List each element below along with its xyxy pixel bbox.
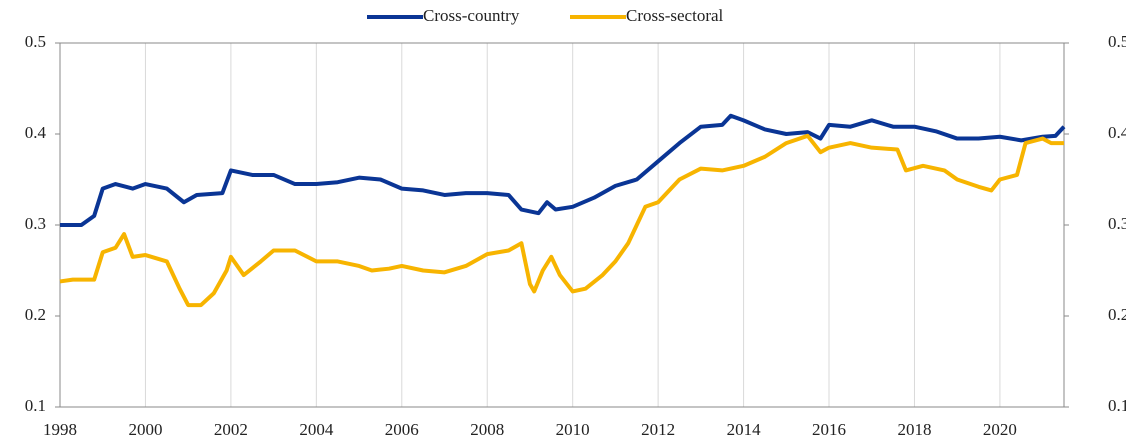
y-tick-label: 0.3 xyxy=(25,214,46,233)
series-line xyxy=(59,133,1064,308)
y2-tick-label: 0.4 xyxy=(1108,123,1126,142)
x-tick-label: 2016 xyxy=(812,420,846,439)
x-tick-label: 2006 xyxy=(385,420,419,439)
x-tick-label: 1998 xyxy=(43,420,77,439)
y2-tick-label: 0.5 xyxy=(1108,32,1126,51)
x-tick-label: 2004 xyxy=(299,420,334,439)
y-tick-label: 0.5 xyxy=(25,32,46,51)
y2-tick-label: 0.3 xyxy=(1108,214,1126,233)
x-tick-label: 2000 xyxy=(128,420,162,439)
x-tick-label: 2010 xyxy=(556,420,590,439)
y-tick-label: 0.1 xyxy=(25,396,46,415)
legend-label: Cross-sectoral xyxy=(626,6,724,25)
series-line xyxy=(60,113,1066,227)
x-tick-label: 2008 xyxy=(470,420,504,439)
plot-frame xyxy=(59,42,1065,408)
x-tick-label: 2018 xyxy=(897,420,931,439)
x-tick-label: 2002 xyxy=(214,420,248,439)
y2-tick-label: 0.1 xyxy=(1108,396,1126,415)
legend-label: Cross-country xyxy=(423,6,520,25)
y-tick-label: 0.2 xyxy=(25,305,46,324)
x-tick-label: 2014 xyxy=(727,420,762,439)
y2-tick-label: 0.2 xyxy=(1108,305,1126,324)
x-tick-label: 2020 xyxy=(983,420,1017,439)
x-tick-label: 2012 xyxy=(641,420,675,439)
y-tick-label: 0.4 xyxy=(25,123,47,142)
